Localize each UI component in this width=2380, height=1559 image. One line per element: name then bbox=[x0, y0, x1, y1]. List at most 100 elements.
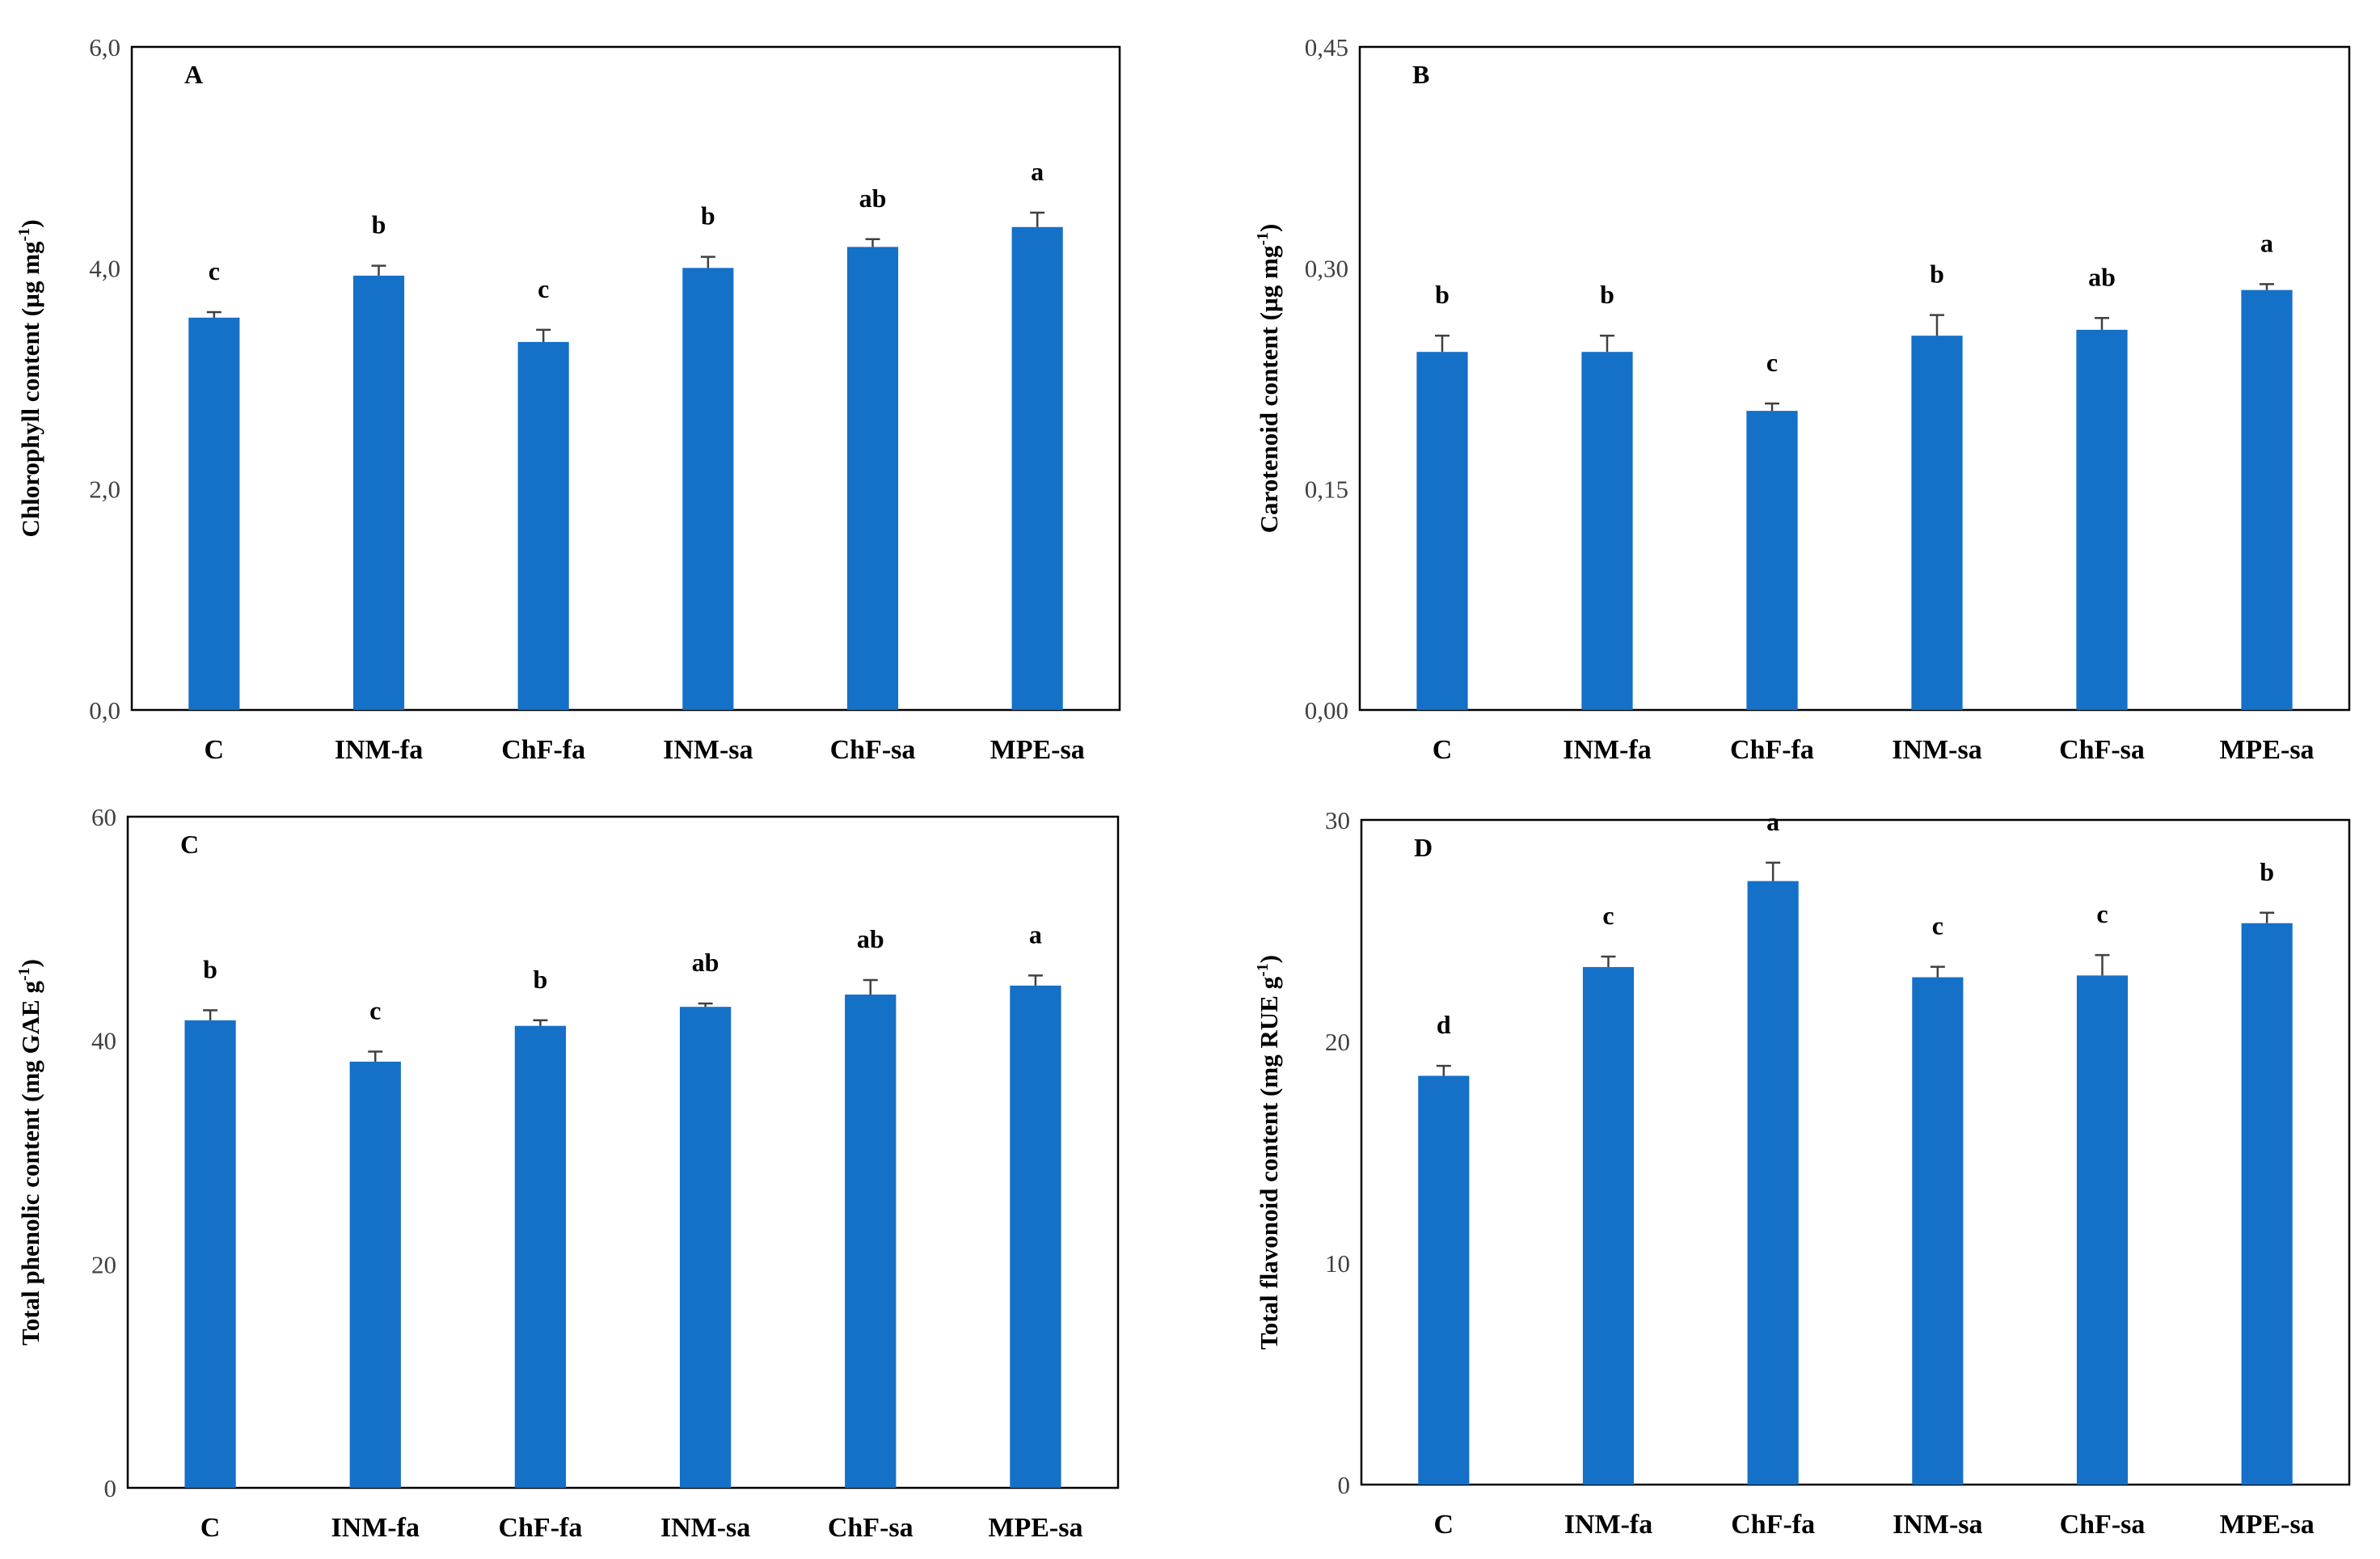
y-tick-label: 0,30 bbox=[1305, 254, 1348, 282]
y-tick-label: 4,0 bbox=[89, 254, 120, 282]
x-tick-label: MPE-sa bbox=[2220, 1510, 2315, 1540]
significance-letter: b bbox=[701, 201, 715, 230]
bar-inm-sa bbox=[1912, 977, 1964, 1485]
chart-panel-a: A 0,0 2,0 4,0 6,0 Chlorophyll content (µg mg-… bbox=[15, 33, 1121, 765]
bar-c bbox=[184, 1020, 236, 1488]
y-axis-label: Chlorophyll content (µg mg-1) bbox=[15, 219, 44, 537]
chart-panel-c: C 0 20 40 60 Total phenolic content (mg GAE g… bbox=[15, 803, 1120, 1543]
y-tick-label: 10 bbox=[1325, 1249, 1350, 1278]
bar-inm-fa bbox=[1581, 352, 1633, 710]
x-tick-label: INM-sa bbox=[660, 1513, 750, 1543]
bar-chf-fa bbox=[517, 341, 569, 710]
x-tick-label: INM-fa bbox=[331, 1513, 420, 1543]
y-axis-label-close: ) bbox=[16, 959, 44, 967]
significance-letter: d bbox=[1437, 1010, 1451, 1039]
plot-frame bbox=[126, 815, 1120, 1489]
y-axis-label-close: ) bbox=[16, 219, 44, 227]
significance-letter: c bbox=[1766, 348, 1778, 377]
significance-letter: b bbox=[372, 210, 386, 239]
significance-letter: c bbox=[369, 996, 381, 1025]
y-tick-label: 0 bbox=[104, 1474, 117, 1502]
bar-inm-fa bbox=[1582, 966, 1635, 1485]
x-tick-label: ChF-sa bbox=[2059, 735, 2145, 765]
y-tick-label: 60 bbox=[91, 803, 116, 831]
y-axis-label-text: Carotenoid content (µg mg bbox=[1255, 245, 1283, 533]
x-tick-label: INM-sa bbox=[1893, 1510, 1982, 1540]
bar-mpe-sa bbox=[2241, 923, 2293, 1485]
y-axis-label-superscript: -1 bbox=[15, 967, 33, 981]
y-axis-label-superscript: -1 bbox=[15, 228, 33, 242]
panel-label: A bbox=[184, 60, 203, 89]
bar-chf-sa bbox=[2076, 329, 2128, 710]
plot-frame bbox=[1358, 45, 2351, 712]
y-tick-label: 6,0 bbox=[89, 33, 120, 61]
significance-letter: a bbox=[1766, 807, 1779, 836]
bar-inm-sa bbox=[679, 1007, 732, 1488]
plot-frame bbox=[1360, 818, 2351, 1486]
significance-letter: a bbox=[2260, 228, 2273, 257]
x-tick-label: C bbox=[200, 1513, 221, 1543]
x-tick-label: ChF-fa bbox=[501, 735, 585, 765]
x-tick-label: MPE-sa bbox=[2219, 735, 2314, 765]
significance-letter: c bbox=[1602, 901, 1614, 930]
x-tick-label: INM-sa bbox=[1892, 735, 1981, 765]
bar-chf-fa bbox=[1747, 881, 1799, 1485]
bar-inm-sa bbox=[682, 268, 734, 710]
y-axis-label-text: Total flavonoid content (mg RUE g bbox=[1255, 976, 1283, 1350]
panel-label: C bbox=[180, 830, 199, 859]
y-axis-label-text: Total phenolic content (mg GAE g bbox=[16, 981, 44, 1346]
y-axis-label: Total flavonoid content (mg RUE g-1) bbox=[1254, 955, 1283, 1350]
x-tick-label: MPE-sa bbox=[990, 735, 1085, 765]
y-axis-label: Total phenolic content (mg GAE g-1) bbox=[15, 959, 44, 1346]
significance-letter: ab bbox=[859, 184, 887, 213]
significance-letter: ab bbox=[2088, 262, 2116, 291]
bar-chf-sa bbox=[845, 994, 897, 1488]
bar-mpe-sa bbox=[1010, 985, 1061, 1488]
y-tick-label: 2,0 bbox=[89, 475, 120, 504]
y-axis-label-superscript: -1 bbox=[1254, 232, 1272, 246]
significance-letter: b bbox=[1600, 280, 1614, 309]
x-tick-label: ChF-fa bbox=[1731, 1510, 1815, 1540]
x-tick-label: C bbox=[205, 735, 225, 765]
y-tick-label: 30 bbox=[1325, 806, 1350, 834]
x-tick-label: ChF-sa bbox=[830, 735, 916, 765]
significance-letter: a bbox=[1031, 157, 1044, 186]
y-tick-label: 0,00 bbox=[1305, 696, 1348, 725]
significance-letter: b bbox=[2260, 857, 2274, 886]
significance-letter: c bbox=[209, 256, 220, 285]
panel-label: D bbox=[1414, 833, 1433, 862]
bar-c bbox=[188, 317, 240, 710]
significance-letter: b bbox=[203, 954, 217, 983]
y-axis-label: Carotenoid content (µg mg-1) bbox=[1254, 224, 1283, 534]
x-tick-label: INM-sa bbox=[663, 735, 753, 765]
y-axis-label-close: ) bbox=[1255, 955, 1283, 963]
x-tick-label: C bbox=[1433, 735, 1453, 765]
y-tick-label: 20 bbox=[1325, 1028, 1350, 1056]
x-tick-label: INM-fa bbox=[1563, 735, 1652, 765]
significance-letter: ab bbox=[857, 924, 884, 953]
y-axis-label-close: ) bbox=[1255, 224, 1283, 232]
y-tick-label: 0,15 bbox=[1305, 475, 1348, 504]
plot-frame bbox=[130, 45, 1121, 712]
bar-mpe-sa bbox=[1011, 226, 1063, 710]
significance-letter: c bbox=[2096, 899, 2108, 928]
bar-inm-fa bbox=[352, 275, 405, 710]
bar-inm-fa bbox=[349, 1061, 401, 1488]
y-axis-label-text: Chlorophyll content (µg mg bbox=[16, 241, 44, 538]
x-tick-label: ChF-sa bbox=[2060, 1510, 2146, 1540]
x-tick-label: ChF-fa bbox=[498, 1513, 582, 1543]
bar-chf-sa bbox=[2076, 975, 2129, 1485]
chart-panel-d: D 0 10 20 30 Total flavonoid content (mg RUE … bbox=[1254, 806, 2351, 1540]
x-tick-label: ChF-fa bbox=[1730, 735, 1814, 765]
y-axis-label-superscript: -1 bbox=[1254, 963, 1272, 977]
y-tick-label: 0,0 bbox=[89, 696, 120, 725]
significance-letter: a bbox=[1029, 919, 1042, 948]
significance-letter: b bbox=[1435, 280, 1450, 309]
x-tick-label: C bbox=[1434, 1510, 1454, 1540]
significance-letter: b bbox=[534, 965, 548, 994]
x-tick-label: INM-fa bbox=[335, 735, 424, 765]
significance-letter: ab bbox=[692, 948, 719, 977]
significance-letter: c bbox=[538, 274, 549, 303]
significance-letter: b bbox=[1930, 260, 1944, 289]
